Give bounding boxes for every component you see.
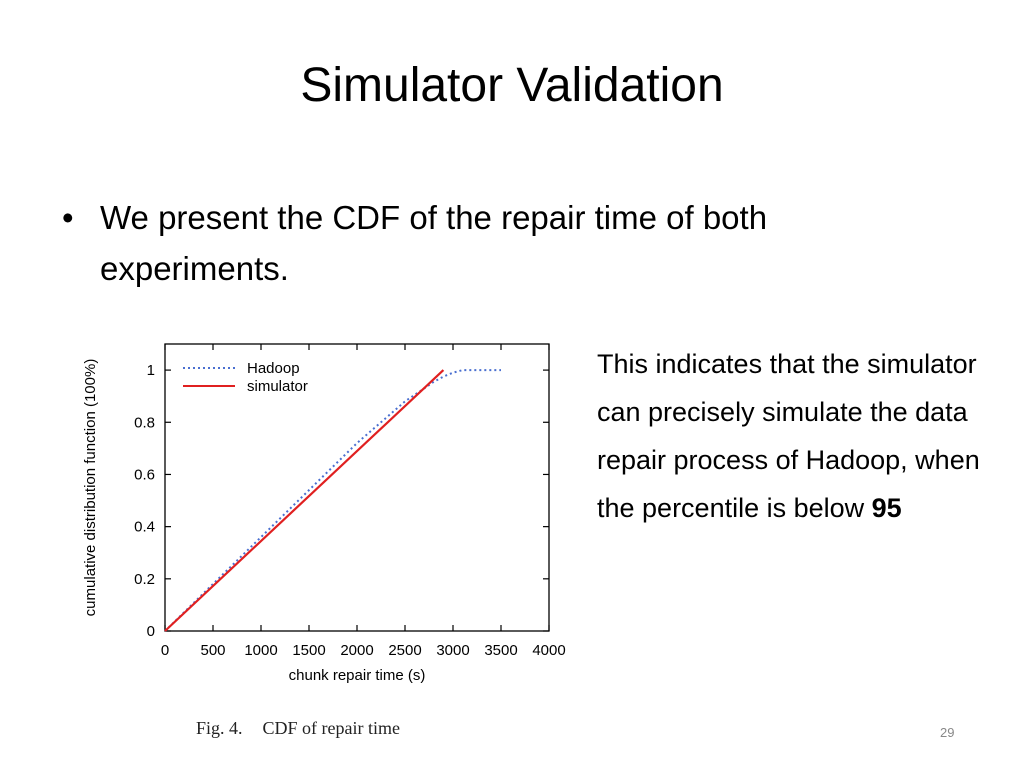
- legend-label-hadoop: Hadoop: [247, 360, 300, 377]
- x-tick-label: 500: [200, 642, 225, 659]
- side-note: This indicates that the simulator can pr…: [597, 340, 1007, 532]
- series-line-hadoop: [164, 369, 501, 632]
- page-number: 29: [940, 725, 955, 740]
- chart-series: [164, 369, 501, 632]
- series-line-simulator: [164, 369, 445, 632]
- slide-title: Simulator Validation: [300, 59, 724, 112]
- x-tick-label: 0: [161, 642, 169, 659]
- figure-label: Fig. 4.: [196, 718, 243, 738]
- y-tick-label: 0.6: [134, 466, 155, 483]
- bullet-dot: •: [62, 199, 74, 236]
- side-note-emphasis: 95: [871, 493, 902, 523]
- x-axis-title: chunk repair time (s): [289, 667, 426, 684]
- figure-caption: Fig. 4. CDF of repair time: [196, 718, 400, 739]
- figure-caption-text: CDF of repair time: [262, 718, 400, 738]
- y-tick-label: 0.8: [134, 414, 155, 431]
- legend-label-simulator: simulator: [247, 378, 308, 395]
- y-tick-label: 1: [147, 362, 155, 379]
- x-tick-label: 3500: [484, 642, 517, 659]
- x-tick-label: 2500: [388, 642, 421, 659]
- x-tick-label: 1500: [292, 642, 325, 659]
- y-tick-label: 0.2: [134, 571, 155, 588]
- chart-axes: 0 500 1000 1500 2000 2500 3000 3500 4000 0 0.2 0.4 0…: [82, 343, 566, 684]
- y-tick-label: 0: [147, 623, 155, 640]
- plot-frame: [164, 343, 550, 632]
- x-tick-label: 1000: [244, 642, 277, 659]
- y-axis-title: cumulative distribution function (100%): [82, 359, 99, 617]
- x-tick-label: 2000: [340, 642, 373, 659]
- cdf-chart: 0 500 1000 1500 2000 2500 3000 3500 4000 0 0.2 0.4 0…: [82, 343, 566, 684]
- x-tick-label: 3000: [436, 642, 469, 659]
- side-note-text: This indicates that the simulator can pr…: [597, 349, 980, 523]
- x-tick-label: 4000: [532, 642, 565, 659]
- y-tick-label: 0.4: [134, 519, 155, 536]
- bullet-text: We present the CDF of the repair time of…: [100, 199, 768, 287]
